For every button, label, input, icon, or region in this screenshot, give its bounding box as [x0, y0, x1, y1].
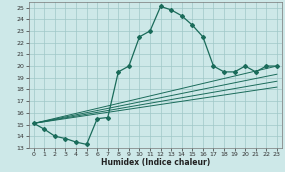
X-axis label: Humidex (Indice chaleur): Humidex (Indice chaleur) — [101, 158, 210, 168]
